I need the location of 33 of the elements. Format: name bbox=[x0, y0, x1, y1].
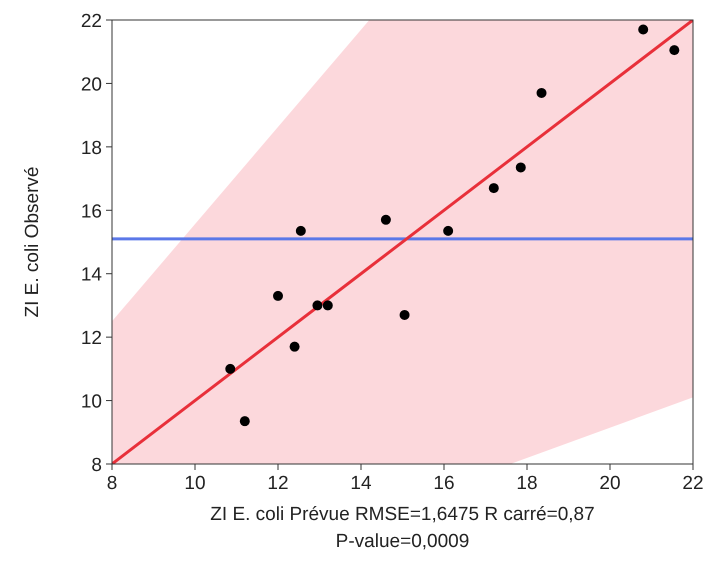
point bbox=[638, 24, 648, 35]
y-tick-label: 16 bbox=[80, 201, 102, 222]
y-axis-title: ZI E. coli Observé bbox=[22, 166, 43, 318]
x-tick-label: 10 bbox=[184, 473, 206, 494]
x-tick-label: 8 bbox=[106, 473, 118, 494]
y-tick-label: 20 bbox=[80, 74, 102, 96]
x-tick-label: 20 bbox=[599, 473, 621, 494]
x-tick-label: 22 bbox=[682, 473, 704, 494]
y-tick-label: 10 bbox=[80, 392, 102, 413]
point bbox=[273, 290, 283, 301]
y-tick-label: 22 bbox=[80, 11, 102, 32]
point bbox=[240, 416, 250, 426]
x-tick-label: 12 bbox=[267, 473, 289, 494]
y-tick-label: 18 bbox=[80, 138, 102, 159]
y-tick-label: 14 bbox=[80, 264, 102, 286]
x-axis-title: ZI E. coli Prévue RMSE=1,6475 R carré=0,87 P-value=0,0009 bbox=[210, 504, 595, 552]
point bbox=[669, 45, 680, 56]
x-tick-label: 18 bbox=[516, 473, 538, 494]
point bbox=[443, 226, 454, 236]
point bbox=[312, 300, 322, 310]
point bbox=[296, 226, 306, 236]
y-tick-label: 12 bbox=[80, 328, 102, 350]
y-tick-label: 8 bbox=[91, 455, 102, 476]
point bbox=[516, 162, 526, 172]
point bbox=[536, 88, 547, 98]
point bbox=[380, 214, 391, 225]
point bbox=[400, 310, 410, 320]
point bbox=[322, 300, 333, 310]
point bbox=[290, 342, 300, 352]
x-tick-label: 14 bbox=[350, 473, 372, 494]
point bbox=[488, 183, 499, 194]
x-tick-label: 16 bbox=[433, 473, 455, 494]
point bbox=[225, 364, 236, 374]
